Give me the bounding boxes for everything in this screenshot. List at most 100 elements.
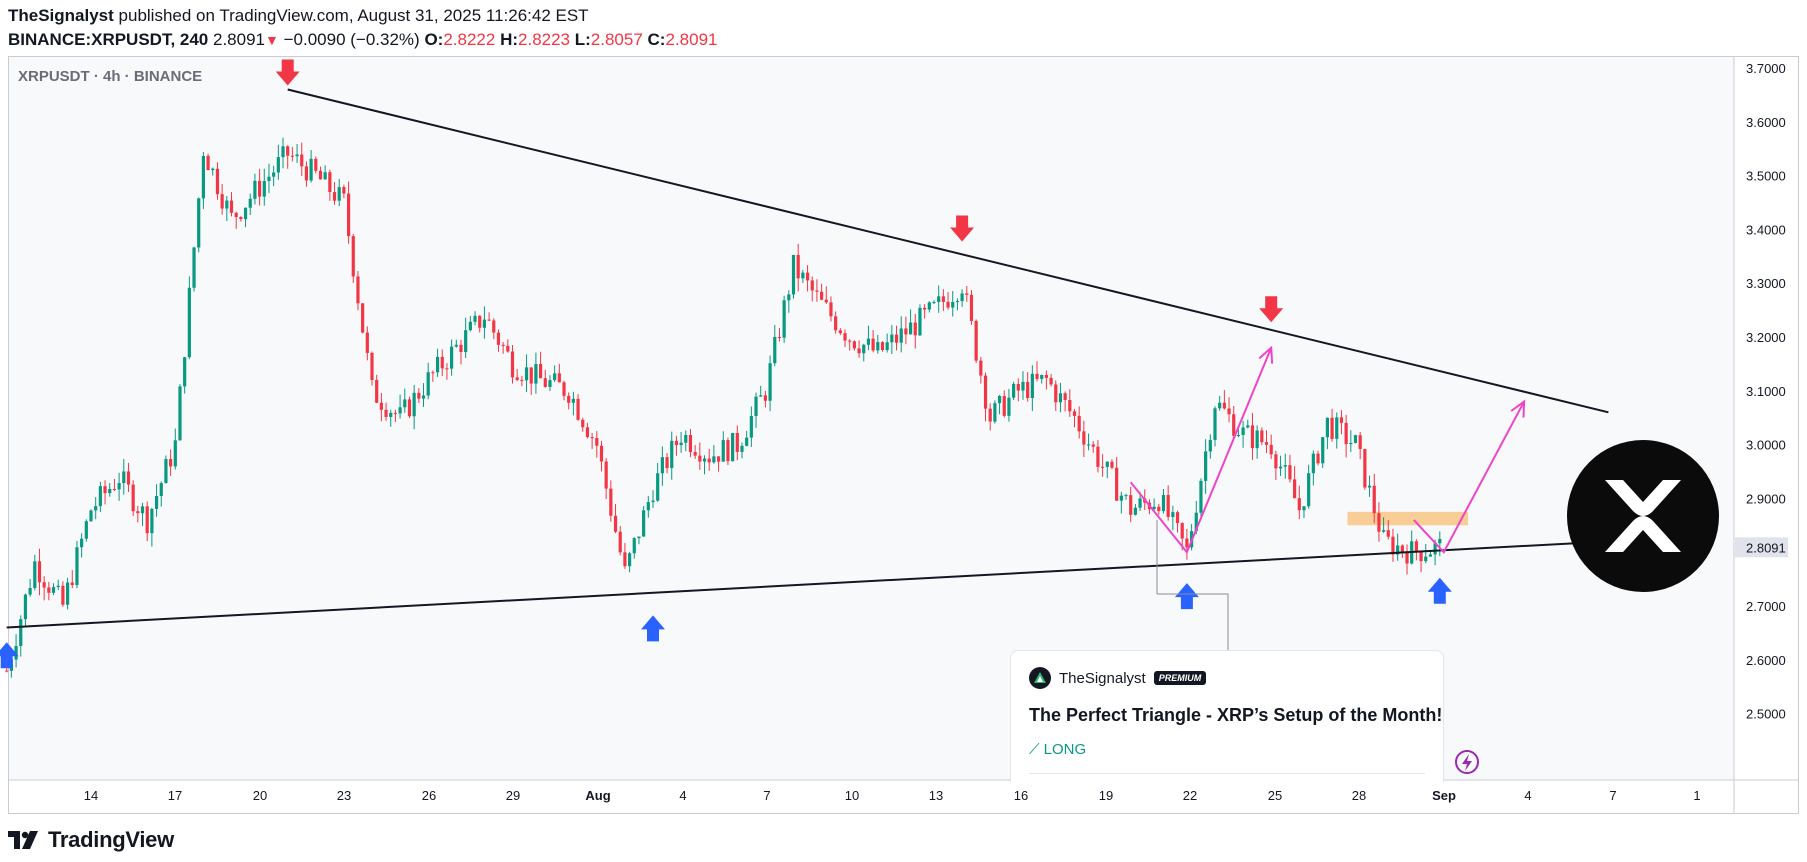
candle-body [431, 372, 435, 374]
candle-body [763, 395, 767, 401]
candle-body [674, 440, 679, 446]
candle-body [693, 452, 697, 456]
candle-body [56, 585, 60, 588]
candle-body [1063, 393, 1067, 401]
up-arrow-marker [1174, 583, 1199, 610]
idea-card[interactable]: TheSignalyst PREMIUM The Perfect Triangl… [1010, 650, 1444, 782]
candle-body [117, 483, 121, 490]
trendline-ascending-support[interactable] [6, 540, 1609, 629]
card-author[interactable]: TheSignalyst [1059, 669, 1146, 687]
candle-body [548, 380, 552, 387]
candle-body [749, 415, 753, 438]
candle-body [506, 345, 510, 352]
candle-body [295, 154, 299, 157]
tradingview-logo-icon[interactable] [8, 831, 42, 849]
candle-body [370, 352, 374, 381]
candle-body [1218, 402, 1222, 409]
idea-title[interactable]: The Perfect Triangle - XRP’s Setup of th… [1029, 705, 1443, 725]
candle-body [342, 187, 346, 194]
candle-body [14, 646, 18, 660]
tradingview-brand[interactable]: TradingView [48, 827, 174, 852]
candle-body [1283, 465, 1287, 467]
resistance-zone [1347, 511, 1468, 526]
candle-body [979, 360, 983, 376]
candle-body [768, 363, 772, 401]
projection-arrowhead [1258, 345, 1274, 364]
candle-body [894, 334, 899, 343]
avatar[interactable] [1029, 667, 1051, 689]
price-tick-label: 3.4000 [1746, 222, 1786, 237]
candle-body [1044, 374, 1048, 378]
candle-body [384, 409, 388, 417]
candle-body [595, 437, 599, 446]
candle-body [1175, 512, 1180, 524]
price-tick-label: 2.9000 [1746, 491, 1786, 506]
candle-body [225, 200, 229, 209]
author-name[interactable]: TheSignalyst [8, 6, 114, 25]
candle-body [562, 382, 566, 396]
candle-body [1391, 536, 1395, 555]
down-arrow-marker [275, 59, 300, 86]
candle-body [131, 484, 135, 512]
price-axis[interactable]: 3.7000 3.6000 3.5000 3.4000 3.3000 3.2000 3.10… [1746, 61, 1786, 722]
candle-body [1002, 396, 1006, 416]
candle-body [1293, 479, 1297, 499]
candle-body [145, 506, 149, 534]
candle-body [215, 168, 220, 195]
projection-path[interactable] [1413, 401, 1525, 554]
candle-body [1021, 381, 1025, 391]
lightning-icon[interactable] [1455, 750, 1479, 774]
candle-body [70, 582, 74, 586]
candle-body [473, 315, 477, 322]
time-tick-label: 29 [506, 788, 520, 803]
chart-header: TheSignalyst published on TradingView.co… [8, 4, 717, 52]
candle-body [421, 395, 426, 399]
projection-path[interactable] [1129, 347, 1273, 555]
price-tick-label: 3.2000 [1746, 330, 1786, 345]
candle-body [1152, 506, 1156, 510]
price-tick-label: 3.0000 [1746, 438, 1786, 453]
candle-body [356, 276, 360, 304]
time-tick-label: Sep [1432, 788, 1456, 803]
candle-body [815, 290, 819, 292]
candle-body [445, 368, 449, 370]
candle-body [791, 254, 796, 295]
candle-body [365, 332, 369, 353]
candle-body [515, 377, 519, 380]
candle-body [627, 553, 632, 567]
candle-body [993, 403, 997, 422]
candle-body [122, 471, 126, 484]
xrp-logo-bottom-mark [1605, 516, 1681, 552]
time-tick-label: 16 [1014, 788, 1028, 803]
down-arrow-marker [950, 215, 975, 242]
premium-badge: PREMIUM [1153, 671, 1207, 685]
candle-body [1082, 431, 1086, 445]
time-axis[interactable]: 14 17 20 23 26 29 Aug 4 7 10 13 16 19 22 25 28 Sep 4 7 1 [84, 788, 1701, 803]
candle-body [323, 172, 327, 180]
candle-body [393, 412, 398, 414]
candle-body [684, 434, 688, 443]
candle-body [5, 670, 9, 672]
candle-body [1428, 554, 1433, 557]
candle-body [1115, 467, 1119, 501]
price-tick-label: 3.1000 [1746, 384, 1786, 399]
low-value: 2.8057 [590, 30, 643, 49]
candle-body [351, 236, 355, 277]
open-label: O: [424, 30, 444, 49]
candle-body [913, 322, 917, 336]
candle-body [702, 458, 707, 462]
candle-body [1049, 377, 1053, 385]
candle-body [328, 172, 332, 193]
candle-body [1213, 408, 1217, 440]
plot-area[interactable] [9, 57, 1734, 780]
candle-body [1091, 444, 1095, 447]
trendline-descending-resistance[interactable] [287, 88, 1609, 414]
open-value: 2.8222 [443, 30, 496, 49]
candle-body [688, 434, 693, 453]
time-tick-label: Aug [585, 788, 610, 803]
candle-body [468, 321, 472, 331]
candle-body [838, 330, 842, 334]
candle-body [951, 302, 955, 308]
candle-body [632, 538, 636, 554]
